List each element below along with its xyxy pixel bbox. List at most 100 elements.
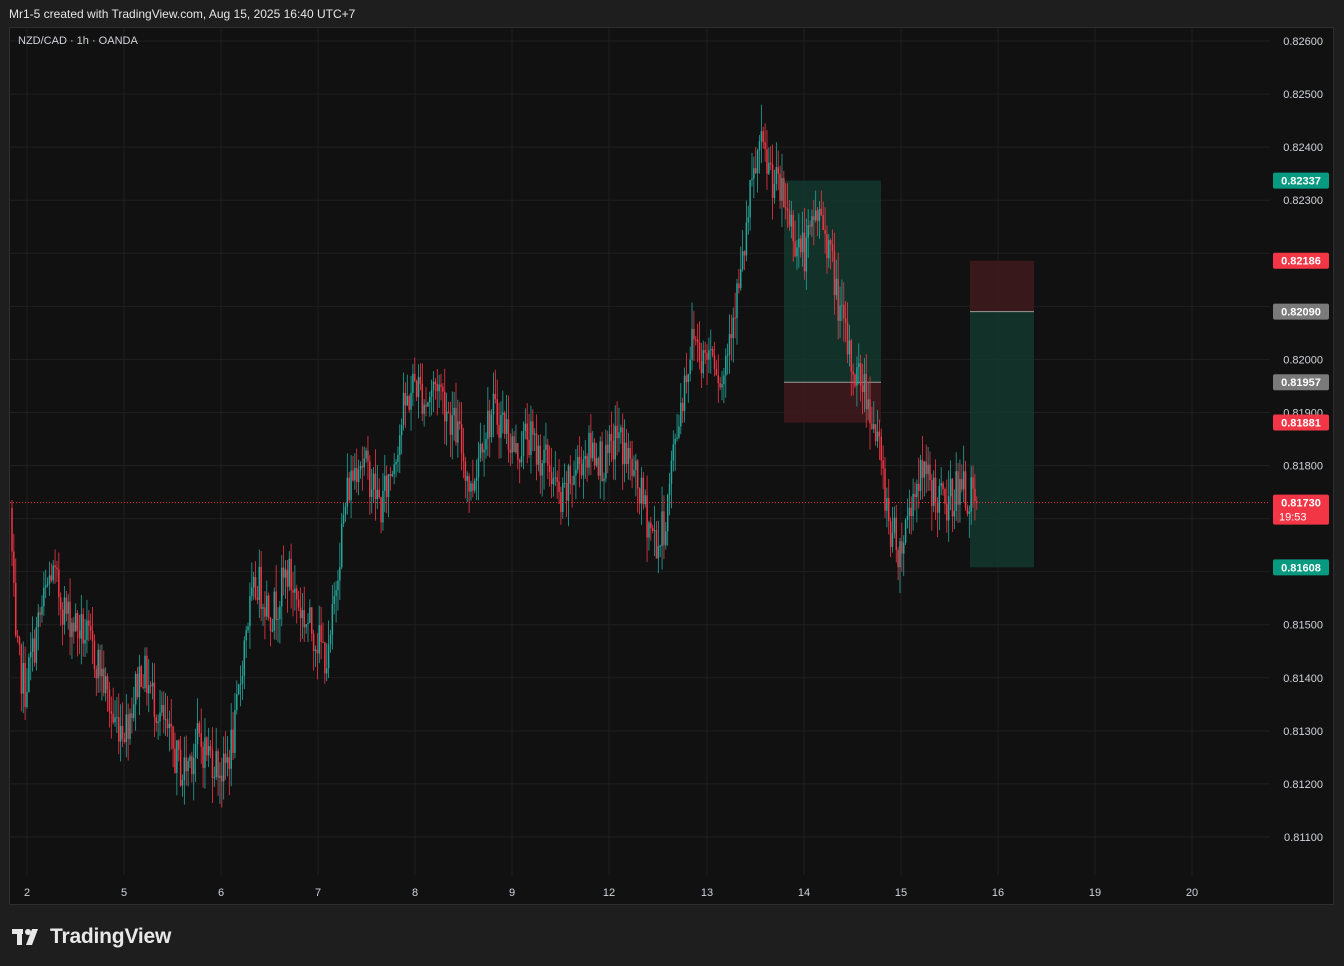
candle-body: [614, 425, 616, 460]
candle-body: [762, 131, 764, 143]
candle-body: [284, 569, 287, 578]
candle-body: [974, 488, 976, 502]
candle-body: [931, 480, 933, 506]
footer-brand[interactable]: TradingView: [12, 922, 171, 952]
candle-body: [260, 566, 262, 609]
candle-body: [621, 427, 624, 465]
candle-body: [24, 662, 26, 707]
candle-body: [365, 450, 367, 459]
candle-body: [562, 483, 564, 512]
candle-body: [959, 479, 961, 505]
candle-body: [949, 478, 952, 497]
candle-body: [500, 414, 502, 438]
candle-body: [713, 355, 716, 369]
candle-body: [700, 361, 703, 374]
candle-body: [442, 386, 444, 392]
candle-body: [876, 431, 879, 442]
candle-body: [541, 463, 543, 476]
candle-body: [850, 340, 853, 372]
candle-body: [417, 376, 420, 398]
candle-body: [168, 723, 171, 729]
candle-body: [721, 384, 723, 388]
candle-body: [472, 483, 474, 491]
candle-body: [788, 210, 791, 227]
candle-body: [829, 240, 832, 245]
candle-body: [910, 507, 912, 516]
candle-body: [451, 415, 453, 435]
candle-body: [934, 477, 937, 502]
candle-body: [473, 480, 476, 491]
candle-body: [142, 687, 144, 689]
candle-body: [119, 726, 122, 742]
candle-body: [620, 427, 622, 433]
candle-body: [104, 676, 107, 694]
candle-body: [921, 460, 924, 478]
candle-body: [964, 471, 967, 508]
x-tick-label: 15: [895, 887, 907, 899]
candle-body: [773, 183, 776, 198]
candle-body: [14, 582, 17, 636]
candle-body: [657, 546, 660, 559]
candle-body: [423, 404, 425, 414]
candle-body: [698, 342, 701, 362]
candle-body: [391, 474, 394, 477]
candle-body: [966, 507, 969, 514]
candle-body: [159, 712, 161, 722]
candle-body: [112, 713, 114, 723]
candle-body: [355, 467, 358, 483]
candle-body: [179, 749, 182, 786]
candle-body: [595, 458, 598, 466]
candle-body: [256, 597, 259, 600]
countdown-label: 19:53: [1279, 512, 1307, 524]
candle-body: [254, 576, 257, 598]
candle-body: [314, 649, 317, 651]
candle-body: [249, 596, 251, 627]
candle-body: [695, 339, 697, 341]
candle-body: [906, 515, 909, 521]
candle-body: [432, 381, 435, 391]
price-label-last: [1273, 494, 1329, 525]
candle-body: [820, 208, 823, 216]
candle-body: [565, 482, 568, 501]
candle-body: [902, 542, 905, 554]
candle-body: [337, 580, 339, 591]
candle-body: [492, 393, 495, 415]
candle-body: [629, 448, 631, 459]
candle-body: [726, 354, 729, 356]
candle-body: [951, 478, 954, 517]
candle-body: [361, 465, 364, 468]
candle-body: [114, 717, 116, 723]
candle-body: [487, 410, 489, 440]
candle-body: [554, 477, 557, 479]
candle-body: [524, 423, 527, 432]
candle-body: [414, 373, 416, 382]
candle-body: [11, 507, 13, 552]
candle-body: [207, 746, 210, 756]
candle-body: [408, 396, 410, 410]
candle-body: [663, 511, 665, 546]
candle-body: [73, 622, 75, 632]
candle-body: [108, 689, 111, 712]
price-label-target: [1273, 172, 1329, 189]
candle-body: [593, 442, 596, 466]
candle-body: [219, 775, 221, 778]
symbol-label[interactable]: NZD/CAD · 1h · OANDA: [18, 35, 138, 47]
candle-body: [644, 495, 646, 505]
candle-body: [749, 180, 751, 218]
candle-body: [754, 168, 757, 174]
candle-body: [288, 558, 291, 587]
candle-body: [511, 436, 513, 453]
candle-body: [181, 780, 184, 786]
candle-body: [241, 675, 244, 684]
candle-body: [702, 350, 705, 374]
candle-body: [809, 225, 811, 227]
candle-body: [537, 445, 540, 465]
candle-body: [891, 532, 894, 547]
candle-body: [756, 150, 759, 174]
candle-body: [106, 676, 109, 690]
candle-body: [976, 501, 978, 503]
candle-body: [650, 522, 652, 529]
candle-body: [515, 443, 517, 453]
x-tick-label: 19: [1089, 887, 1101, 899]
